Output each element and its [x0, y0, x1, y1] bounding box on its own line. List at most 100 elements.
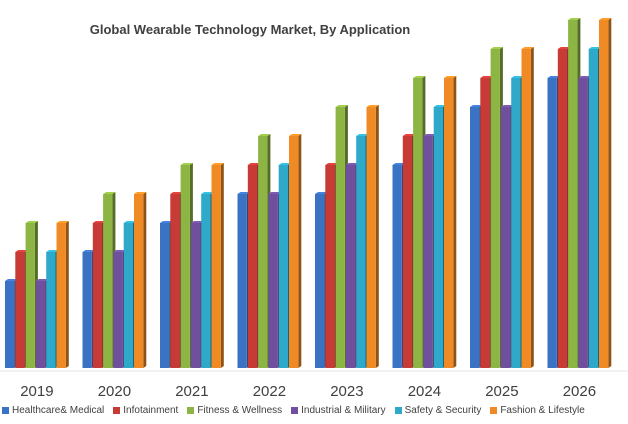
bar-front [211, 165, 221, 368]
legend-item: Fashion & Lifestyle [490, 405, 585, 416]
bar-2021-5 [211, 163, 224, 368]
bar-top [413, 76, 426, 78]
legend-item: Safety & Security [394, 405, 482, 416]
legend-item: Industrial & Military [291, 405, 386, 416]
bar-top [247, 163, 261, 165]
bar-top [134, 192, 147, 194]
legend: Healthcare& Medical Infotainment Fitness &… [2, 405, 585, 416]
bar-top [15, 250, 28, 252]
bar-front [103, 194, 113, 368]
bar-side [65, 221, 69, 368]
legend-label: Healthcare& Medical [12, 405, 105, 416]
bar-top [25, 221, 38, 223]
bar-front [289, 136, 299, 368]
bar-side [530, 47, 534, 368]
bar-top [170, 192, 183, 194]
bar-top [345, 163, 359, 165]
bar-front [366, 107, 376, 368]
bar-front [470, 107, 480, 368]
bar-2019-5 [56, 221, 69, 368]
bar-top [568, 18, 581, 20]
bar-top [490, 47, 503, 49]
bar-side [298, 134, 302, 368]
legend-label: Infotainment [123, 405, 179, 416]
bar-side [143, 192, 147, 368]
legend-swatch [490, 407, 498, 414]
legend-swatch [394, 407, 402, 414]
bar-front [5, 281, 15, 368]
bar-top [289, 134, 302, 136]
bar-side [608, 18, 612, 368]
bar-side [453, 76, 457, 368]
bar-front [134, 194, 144, 368]
bar-front [423, 136, 433, 368]
legend-label: Industrial & Military [301, 405, 386, 416]
bar-front [511, 78, 521, 368]
bar-front [46, 252, 56, 368]
bar-2022-5 [289, 134, 302, 368]
bar-front [247, 165, 258, 368]
legend-label: Safety & Security [404, 405, 482, 416]
legend-label: Fashion & Lifestyle [500, 405, 585, 416]
bar-2023-5 [366, 105, 379, 368]
bar-top [315, 192, 328, 194]
x-tick-label: 2026 [563, 383, 596, 400]
bar-top [5, 279, 18, 281]
bar-front [490, 49, 500, 368]
bar-top [356, 134, 369, 136]
bar-front [113, 252, 123, 368]
bar-top [335, 105, 348, 107]
bar-front [547, 78, 557, 368]
bar-2025-5 [521, 47, 534, 368]
x-tick-label: 2024 [408, 383, 441, 400]
bar-front [500, 107, 511, 368]
bar-top [278, 163, 291, 165]
bar-top [46, 250, 59, 252]
bar-front [25, 223, 35, 368]
bar-top [402, 134, 416, 136]
bar-top [160, 221, 173, 223]
bar-top [268, 192, 281, 194]
bar-top [480, 76, 493, 78]
bar-front [392, 165, 402, 368]
bar-front [315, 194, 325, 368]
legend-swatch [2, 407, 9, 414]
bar-top [180, 163, 193, 165]
bar-side [220, 163, 224, 368]
bar-front [268, 194, 278, 368]
bar-front [56, 223, 66, 368]
x-tick-label: 2019 [20, 383, 53, 400]
bar-front [345, 165, 356, 368]
bar-front [444, 78, 454, 368]
bar-top [56, 221, 69, 223]
bar-front [588, 49, 598, 368]
bar-top [470, 105, 483, 107]
bar-front [92, 223, 103, 368]
bar-front [521, 49, 531, 368]
legend-item: Infotainment [113, 405, 178, 416]
x-tick-label: 2020 [98, 383, 131, 400]
bar-top [547, 76, 560, 78]
bar-top [392, 163, 405, 165]
bar-2024-5 [444, 76, 457, 368]
bar-front [335, 107, 345, 368]
bar-top [190, 221, 204, 223]
bar-top [521, 47, 534, 49]
bar-front [258, 136, 268, 368]
bar-top [113, 250, 126, 252]
bar-top [258, 134, 271, 136]
bar-top [92, 221, 106, 223]
chart-title: Global Wearable Technology Market, By Ap… [89, 22, 411, 37]
bar-front [402, 136, 413, 368]
bar-front [170, 194, 180, 368]
bar-front [82, 252, 92, 368]
bar-front [599, 20, 609, 368]
bar-front [15, 252, 25, 368]
bar-top [511, 76, 524, 78]
bar-2020-5 [134, 192, 147, 368]
legend-item: Healthcare& Medical [2, 405, 104, 416]
bar-top [35, 279, 49, 281]
bar-top [123, 221, 136, 223]
legend-swatch [291, 407, 299, 414]
